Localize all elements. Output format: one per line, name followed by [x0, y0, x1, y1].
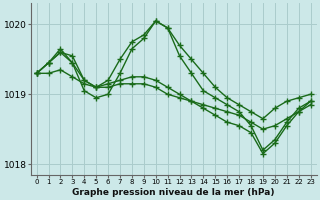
X-axis label: Graphe pression niveau de la mer (hPa): Graphe pression niveau de la mer (hPa)	[72, 188, 275, 197]
